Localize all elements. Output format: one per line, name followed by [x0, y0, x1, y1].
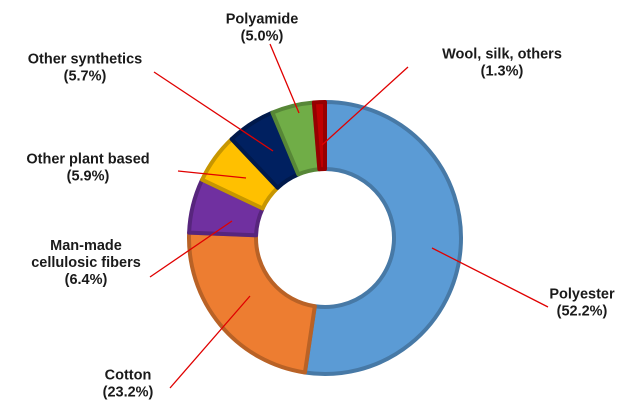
label-name-other-plant-based: Other plant based	[26, 152, 149, 168]
label-value-other-synthetics: (5.7%)	[64, 69, 107, 85]
label-name-man-made-cellulosic-fibers: cellulosic fibers	[31, 255, 141, 271]
label-polyester: Polyester (52.2%)	[549, 287, 615, 320]
label-wool-silk-others: Wool, silk, others (1.3%)	[442, 47, 562, 80]
leader-line-other-synthetics	[153, 71, 274, 152]
label-name-man-made-cellulosic-fibers: Man-made	[50, 238, 122, 254]
donut-slices	[187, 100, 463, 376]
leader-line-man-made-cellulosic-fibers	[149, 220, 233, 278]
leader-line-cotton	[169, 295, 251, 389]
label-name-other-synthetics: Other synthetics	[28, 52, 142, 68]
label-name-polyamide: Polyamide	[226, 12, 299, 28]
leader-lines	[149, 43, 549, 389]
leader-line-polyester	[431, 247, 549, 308]
slice-polyester	[302, 100, 463, 376]
label-name-cotton: Cotton	[105, 368, 152, 384]
label-value-cotton: (23.2%)	[103, 385, 154, 401]
slice-wool-silk-others	[311, 100, 327, 172]
leader-line-polyamide	[269, 43, 300, 114]
label-value-other-plant-based: (5.9%)	[67, 169, 110, 185]
slice-labels: Polyester (52.2%) Cotton (23.2%) Man-made cel…	[26, 12, 615, 401]
label-other-synthetics: Other synthetics (5.7%)	[28, 52, 142, 85]
label-value-man-made-cellulosic-fibers: (6.4%)	[65, 272, 108, 288]
label-value-wool-silk-others: (1.3%)	[481, 64, 524, 80]
label-value-polyester: (52.2%)	[557, 304, 608, 320]
label-value-polyamide: (5.0%)	[241, 29, 284, 45]
label-name-wool-silk-others: Wool, silk, others	[442, 47, 562, 63]
leader-line-wool-silk-others	[321, 66, 409, 146]
label-man-made-cellulosic-fibers: Man-made cellulosic fibers (6.4%)	[31, 238, 141, 288]
slice-cotton	[187, 230, 317, 375]
label-cotton: Cotton (23.2%)	[103, 368, 154, 401]
label-name-polyester: Polyester	[549, 287, 615, 303]
label-other-plant-based: Other plant based (5.9%)	[26, 152, 149, 185]
leader-line-other-plant-based	[177, 170, 247, 179]
label-polyamide: Polyamide (5.0%)	[226, 12, 299, 45]
